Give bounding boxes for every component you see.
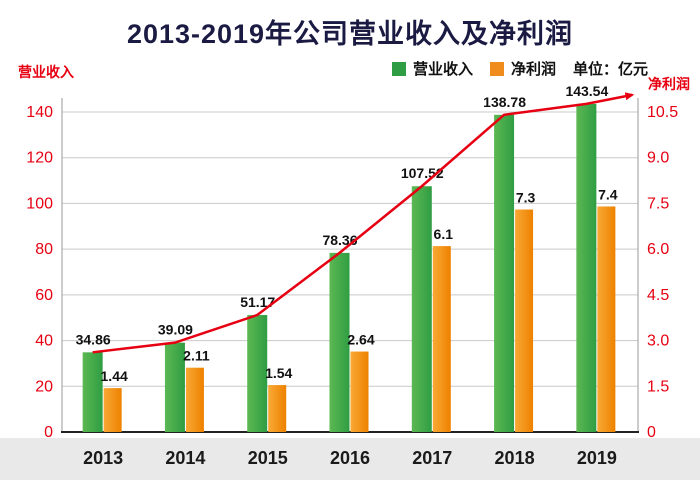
x-axis-band xyxy=(0,438,700,480)
tick-left-80: 80 xyxy=(35,241,53,258)
bar-revenue-2013 xyxy=(82,352,103,432)
tick-right-3.0: 3.0 xyxy=(647,333,669,350)
x-category-2014: 2014 xyxy=(165,448,205,468)
bar-profit-2014 xyxy=(185,367,204,432)
bar-revenue-2017 xyxy=(411,186,432,432)
tick-right-0: 0 xyxy=(647,424,656,441)
tick-right-1.5: 1.5 xyxy=(647,378,669,395)
bar-profit-2019 xyxy=(597,206,616,432)
bar-profit-2017 xyxy=(432,246,451,432)
label-profit-2019: 7.4 xyxy=(598,186,618,202)
x-category-2016: 2016 xyxy=(330,448,370,468)
bar-profit-2018 xyxy=(515,209,534,432)
tick-left-100: 100 xyxy=(26,195,53,212)
label-profit-2013: 1.44 xyxy=(101,368,128,384)
chart-title: 2013-2019年公司营业收入及净利润 xyxy=(126,19,574,49)
bar-revenue-2015 xyxy=(247,315,268,432)
unit-label: 单位：亿元 xyxy=(572,61,648,78)
revenue-trend-line xyxy=(92,92,635,354)
tick-left-140: 140 xyxy=(26,104,53,121)
bar-profit-2016 xyxy=(350,351,369,432)
tick-left-40: 40 xyxy=(35,333,53,350)
bar-revenue-2016 xyxy=(329,252,350,432)
x-category-2017: 2017 xyxy=(412,448,452,468)
label-revenue-2019: 143.54 xyxy=(565,83,608,99)
label-profit-2015: 1.54 xyxy=(265,365,292,381)
tick-left-0: 0 xyxy=(44,424,53,441)
tick-left-20: 20 xyxy=(35,378,53,395)
label-revenue-2013: 34.86 xyxy=(76,331,111,347)
bar-revenue-2014 xyxy=(164,342,185,432)
bar-revenue-2018 xyxy=(494,114,515,432)
legend-profit-label: 净利润 xyxy=(510,61,556,78)
x-category-2019: 2019 xyxy=(577,448,617,468)
label-revenue-2014: 39.09 xyxy=(158,322,193,338)
label-profit-2016: 2.64 xyxy=(347,332,374,348)
right-axis-title: 净利润 xyxy=(648,76,690,92)
bar-profit-2015 xyxy=(268,385,287,432)
legend: 营业收入 净利润 单位：亿元 xyxy=(391,58,648,79)
legend-revenue-label: 营业收入 xyxy=(412,61,473,78)
label-revenue-2015: 51.17 xyxy=(240,294,275,310)
legend-revenue-swatch xyxy=(391,61,406,76)
bar-revenue-2019 xyxy=(576,103,597,432)
tick-right-6.0: 6.0 xyxy=(647,241,669,258)
tick-right-7.5: 7.5 xyxy=(647,195,669,212)
legend-profit-swatch xyxy=(489,61,504,76)
tick-left-60: 60 xyxy=(35,287,53,304)
x-category-2018: 2018 xyxy=(495,448,535,468)
label-profit-2017: 6.1 xyxy=(434,226,454,242)
label-profit-2018: 7.3 xyxy=(516,190,536,206)
tick-right-4.5: 4.5 xyxy=(647,287,669,304)
label-revenue-2016: 78.36 xyxy=(322,232,357,248)
x-category-2015: 2015 xyxy=(248,448,288,468)
tick-left-120: 120 xyxy=(26,150,53,167)
label-revenue-2018: 138.78 xyxy=(483,94,526,110)
tick-right-10.5: 10.5 xyxy=(647,104,678,121)
tick-right-9.0: 9.0 xyxy=(647,150,669,167)
x-category-2013: 2013 xyxy=(83,448,123,468)
label-profit-2014: 2.11 xyxy=(183,348,210,364)
bar-profit-2013 xyxy=(103,388,122,432)
left-axis-title: 营业收入 xyxy=(18,64,74,80)
